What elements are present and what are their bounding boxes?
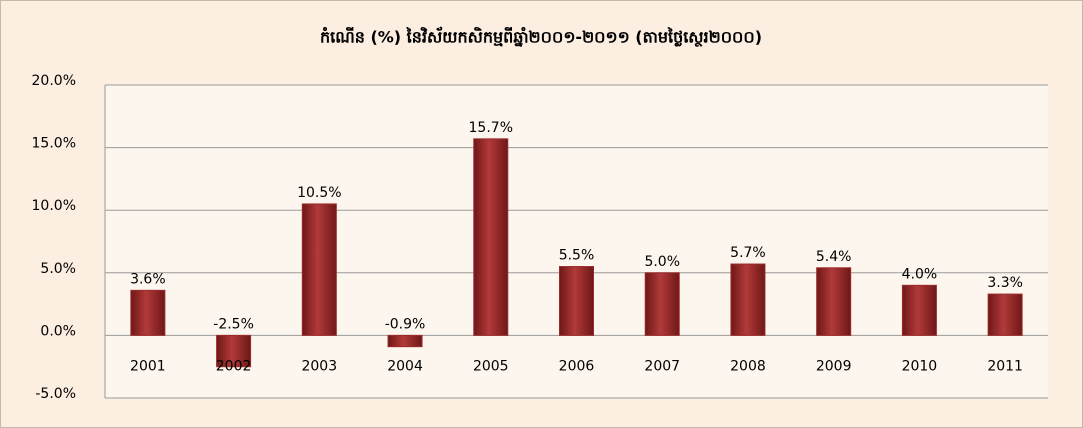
x-tick-label: 2010 [902, 358, 938, 374]
bar [473, 138, 509, 336]
x-tick-label: 2009 [816, 358, 852, 374]
y-tick-label: -5.0% [35, 386, 76, 402]
data-label: 5.7% [730, 245, 766, 261]
x-tick-label: 2003 [301, 358, 337, 374]
bar [216, 334, 252, 368]
x-tick-label: 2006 [559, 358, 595, 374]
bar [987, 293, 1023, 336]
x-tick-label: 2011 [987, 358, 1023, 374]
bar [730, 263, 766, 336]
data-label: 3.6% [130, 271, 166, 287]
data-label: 3.3% [987, 275, 1023, 291]
data-label: 5.0% [644, 254, 680, 270]
x-tick-label: 2007 [644, 358, 680, 374]
y-tick-label: 0.0% [40, 323, 76, 339]
data-label: 4.0% [902, 266, 938, 282]
y-tick-label: 15.0% [32, 136, 76, 152]
x-tick-label: 2001 [130, 358, 166, 374]
plot-area [105, 85, 1048, 398]
x-tick-label: 2002 [216, 358, 252, 374]
data-label: -0.9% [385, 316, 426, 332]
chart-title: កំណើន (%) នៃវិស័យកសិកម្មពីឆ្នាំ២០០១-២០១១… [320, 27, 762, 48]
bar [816, 267, 852, 336]
data-label: 5.5% [559, 248, 595, 264]
y-tick-label: 10.0% [32, 198, 76, 214]
bar [301, 203, 337, 336]
bar [559, 266, 594, 336]
x-tick-label: 2008 [730, 358, 766, 374]
bar [387, 334, 423, 348]
data-label: 15.7% [469, 120, 513, 136]
bar [644, 272, 680, 336]
bar [130, 289, 166, 336]
data-label: 5.4% [816, 249, 852, 265]
x-tick-label: 2004 [387, 358, 423, 374]
data-label: -2.5% [213, 316, 254, 332]
y-tick-label: 5.0% [40, 261, 76, 277]
y-tick-label: 20.0% [32, 73, 76, 89]
bar [901, 284, 937, 336]
x-tick-label: 2005 [473, 358, 509, 374]
data-label: 10.5% [297, 185, 341, 201]
